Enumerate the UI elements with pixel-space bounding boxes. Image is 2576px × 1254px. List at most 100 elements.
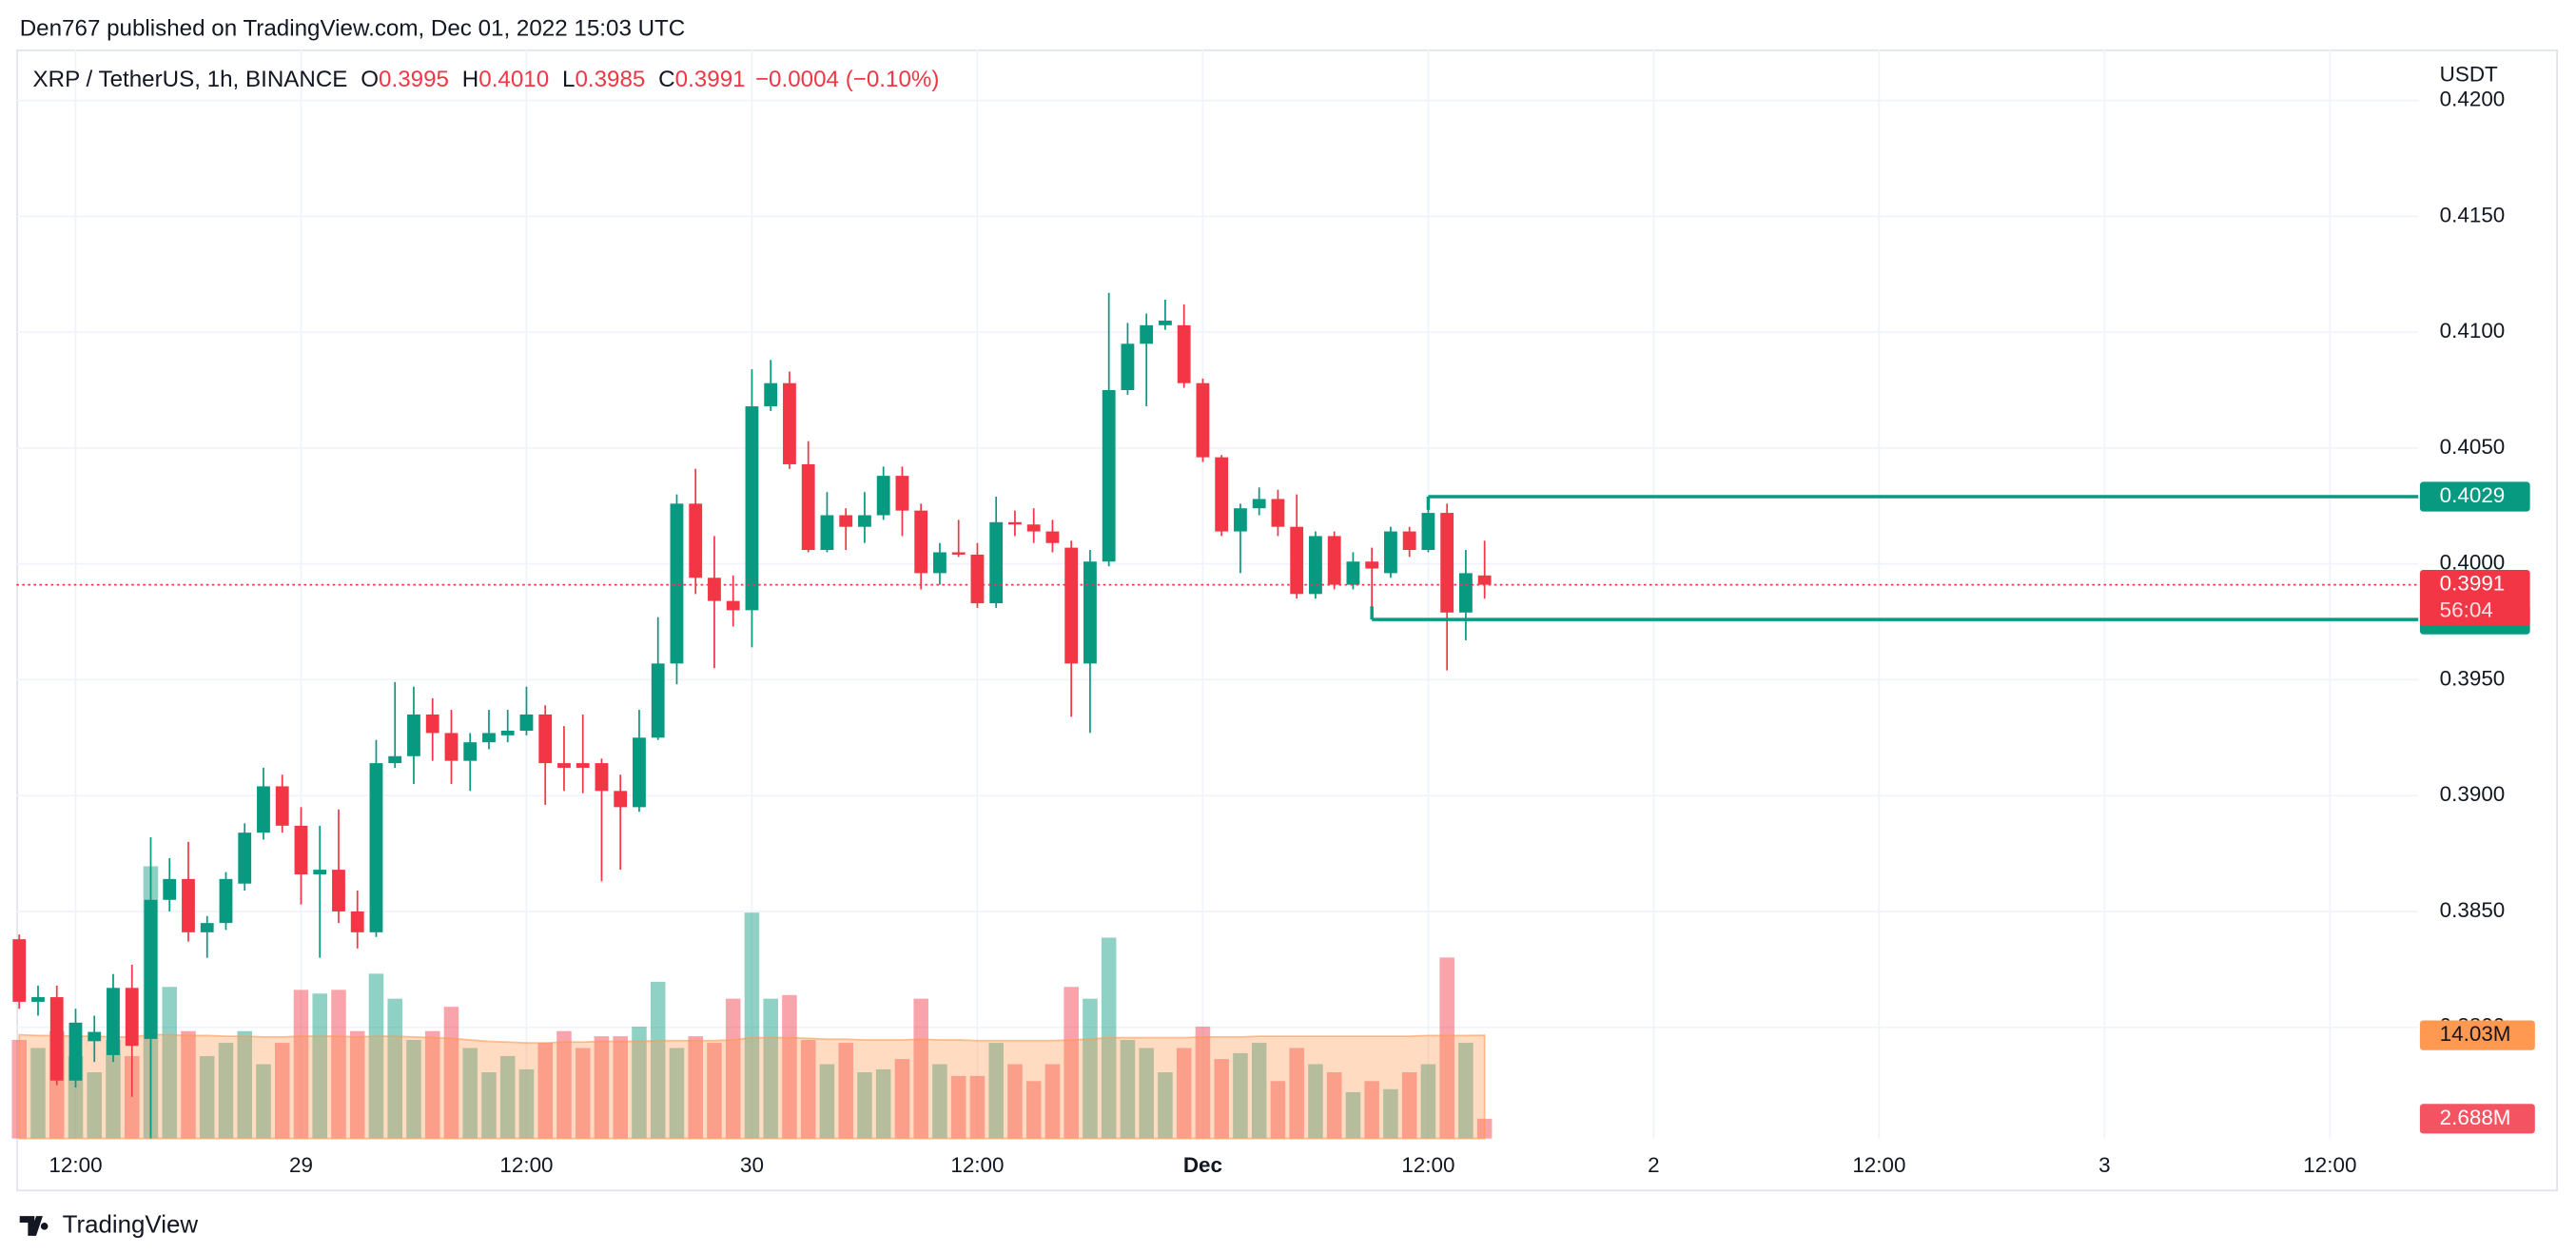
volume-bar	[106, 1039, 121, 1139]
candle-body	[708, 578, 721, 601]
volume-bar	[443, 1007, 459, 1139]
volume-bar	[1401, 1072, 1417, 1139]
y-tick-label: 0.4100	[2440, 319, 2506, 343]
candle-body	[801, 463, 815, 551]
x-tick-label: 29	[289, 1153, 313, 1177]
candle-body	[200, 923, 214, 932]
candle-body	[1083, 561, 1097, 664]
volume-bar	[387, 998, 402, 1139]
volume-bar	[913, 998, 928, 1139]
candle-body	[726, 600, 740, 611]
volume-bar	[199, 1055, 215, 1139]
candle-body	[895, 476, 909, 511]
candle-body	[350, 911, 364, 932]
volume-bar	[894, 1059, 910, 1139]
y-tick-label: 0.3900	[2440, 782, 2506, 806]
candle-body	[633, 737, 646, 808]
volume-label-box	[2419, 1104, 2535, 1134]
volume-ma-label: 14.03M	[2440, 1022, 2511, 1046]
candle-body	[1384, 531, 1397, 574]
plot-area	[11, 49, 2419, 1140]
footer-text: TradingView	[63, 1211, 199, 1238]
y-tick-label: 0.4050	[2440, 435, 2506, 459]
y-tick-label: 0.4150	[2440, 203, 2506, 226]
candle-body	[557, 763, 571, 768]
candle-body	[144, 899, 158, 1039]
volume-bar	[1025, 1081, 1042, 1139]
x-tick-label: 12:00	[1401, 1153, 1454, 1177]
legend-key: O	[361, 67, 379, 92]
candle-body	[1477, 575, 1492, 585]
y-unit: USDT	[2440, 63, 2498, 87]
volume-bar	[218, 1043, 234, 1139]
candle-body	[1252, 499, 1266, 509]
legend-value: 0.3991	[675, 67, 746, 92]
candle-body	[219, 878, 233, 924]
attribution: Den767 published on TradingView.com, Dec…	[20, 16, 686, 42]
volume-bar	[1120, 1039, 1136, 1139]
volume-bar	[368, 973, 384, 1139]
candle-body	[914, 510, 928, 574]
volume-bar	[969, 1075, 986, 1139]
candle-body	[313, 870, 327, 874]
x-tick-label: 2	[1648, 1153, 1659, 1177]
last-price-box	[2419, 569, 2530, 626]
symbol: XRP / TetherUS, 1h, BINANCE	[33, 67, 348, 92]
volume-bar	[556, 1030, 572, 1139]
price-label-box	[2419, 481, 2530, 512]
candle-body	[651, 663, 665, 738]
volume-bar	[1345, 1091, 1361, 1139]
candle-body	[1140, 324, 1154, 344]
last-price-label: 0.3991	[2440, 571, 2506, 595]
unit-backdrop	[2419, 55, 2552, 93]
y-tick-label: 0.4200	[2440, 88, 2506, 111]
symbol-legend: XRP / TetherUS, 1h, BINANCE O0.3995 H0.401…	[33, 67, 940, 92]
candle-body	[745, 406, 759, 611]
volume-bar	[406, 1039, 421, 1139]
volume-bar	[575, 1048, 591, 1139]
volume-bar	[1251, 1043, 1267, 1139]
legend-key: L	[562, 67, 575, 92]
volume-bar	[1083, 998, 1098, 1139]
legend-key: C	[658, 67, 674, 92]
y-tick-label: 0.3850	[2440, 898, 2506, 922]
candle-body	[783, 382, 796, 464]
candle-body	[294, 825, 308, 874]
x-tick-label: 12:00	[499, 1153, 553, 1177]
volume-bar	[1139, 1048, 1154, 1139]
volume-bar	[613, 1036, 628, 1139]
volume-bar	[857, 1072, 872, 1139]
candle-body	[1440, 513, 1454, 613]
candle-body	[1196, 382, 1210, 458]
volume-bar	[256, 1064, 271, 1139]
x-tick-label: 3	[2098, 1153, 2110, 1177]
volume-bar	[1007, 1064, 1023, 1139]
candle-body	[876, 476, 890, 516]
candle-body	[275, 786, 289, 826]
x-tick-label: 12:00	[2303, 1153, 2356, 1177]
volume-bar	[1439, 957, 1454, 1139]
legend-key: H	[462, 67, 478, 92]
volume-bar	[518, 1068, 535, 1139]
candle-body	[1290, 526, 1304, 595]
chart-frame	[16, 49, 2559, 1192]
candle-body	[989, 521, 1004, 604]
candle-body	[1064, 547, 1079, 664]
x-tick-label: 30	[740, 1153, 764, 1177]
candle-body	[68, 1022, 83, 1081]
volume-bar	[274, 1043, 290, 1139]
x-tick-label: Dec	[1183, 1153, 1222, 1177]
volume-bar	[725, 998, 741, 1139]
volume-bar	[1326, 1072, 1342, 1139]
candle-body	[182, 878, 195, 932]
candle-body	[1026, 524, 1041, 532]
candle-body	[425, 714, 439, 734]
legend-value: 0.4010	[478, 67, 549, 92]
volume-bar	[594, 1036, 610, 1139]
candle-body	[369, 763, 383, 932]
volume-bar	[950, 1075, 966, 1139]
volume-bar	[1064, 987, 1079, 1139]
candle-body	[1102, 390, 1116, 562]
price-label: 0.4029	[2440, 483, 2506, 507]
